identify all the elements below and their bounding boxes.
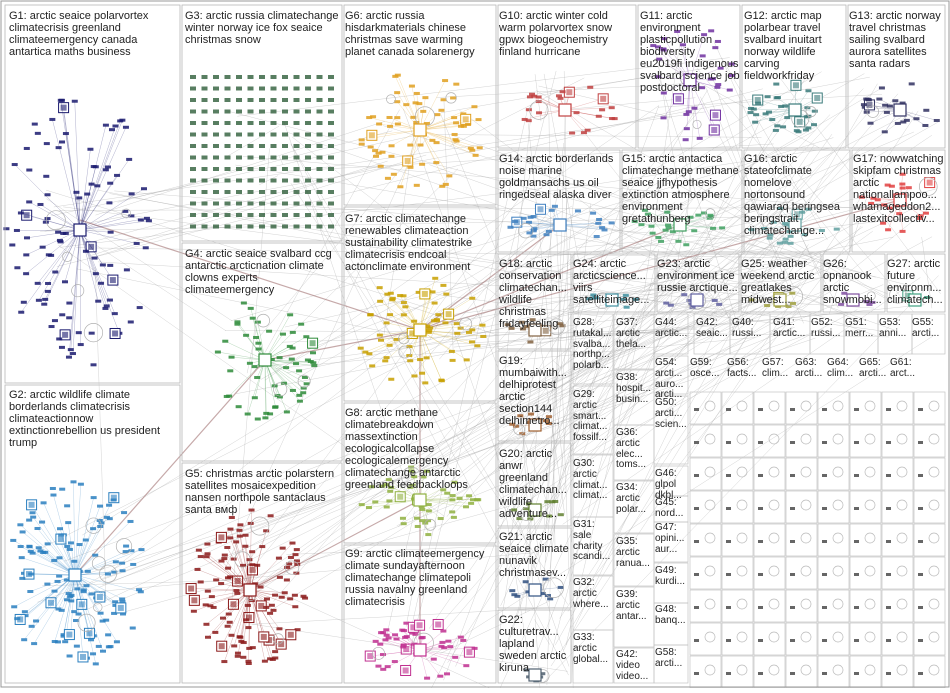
group-label-g29: G29: arctic smart... climat... fossilf..… <box>573 390 613 444</box>
group-label-g54: G54: arcti... auro... arcti... <box>655 358 689 401</box>
group-label-g51: G51: merr... <box>845 318 877 340</box>
group-label-g4: G4: arctic seaice svalbard ccg antarctic… <box>185 248 343 296</box>
group-label-g18: G18: arctic conservation climatechan... … <box>499 258 569 330</box>
group-label-g38: G38: hospit... busin... <box>616 373 652 405</box>
group-label-g42a: G42: seaic... <box>696 318 730 340</box>
group-label-g30: G30: arctic climat... climat... <box>573 459 613 502</box>
group-label-g36: G36: arctic elec... toms... <box>616 428 652 471</box>
group-label-g28: G28: rutakal... svalba... northp... pola… <box>573 318 613 372</box>
group-label-g65: G65: arcti... <box>859 358 889 380</box>
group-label-g21: G21: arctic seaice climate nunavik chris… <box>499 531 569 579</box>
group-label-g32: G32: arctic where... <box>573 578 613 610</box>
group-label-g19: G19: mumbaiwith... delhiprotest arctic s… <box>499 355 569 427</box>
group-label-g34: G34: arctic polar... <box>616 483 652 515</box>
group-label-g42b: G42: video video... <box>616 650 652 682</box>
group-label-g48: G48: banq... <box>655 605 689 627</box>
group-label-g15: G15: arctic antactica climatechange meth… <box>622 153 740 225</box>
group-label-g3: G3: arctic russia climatechange winter n… <box>185 10 343 46</box>
group-label-g22: G22: culturetrav... lapland sweden arcti… <box>499 614 569 674</box>
group-label-g12: G12: arctic map polarbear travel svalbar… <box>744 10 844 82</box>
group-label-g41: G41: arctic... <box>773 318 811 340</box>
group-label-g55: G55: arcti... <box>912 318 946 340</box>
group-label-g31: G31: sale charity scandi... <box>573 520 613 563</box>
group-label-g24: G24: arctic arcticscience... viirs satel… <box>573 258 655 306</box>
group-label-g45: G45: nord... <box>655 498 689 520</box>
group-label-g64: G64: clim... <box>827 358 857 380</box>
group-label-g58: G58: arcti... <box>655 648 689 670</box>
group-label-g6: G6: arctic russia hisdarkmaterials chine… <box>345 10 495 58</box>
group-label-g17: G17: nowwatching skipfam christmas arcti… <box>853 153 945 225</box>
group-label-g61: G61: arct... <box>890 358 920 380</box>
group-label-g44: G44: arctic... <box>655 318 693 340</box>
group-label-g11: G11: arctic environment plasticpollution… <box>640 10 740 94</box>
group-label-g39: G39: arctic antar... <box>616 590 652 622</box>
group-label-g63: G63: arcti... <box>795 358 825 380</box>
group-label-g49: G49: kurdi... <box>655 566 689 588</box>
group-label-g52: G52: russi... <box>811 318 845 340</box>
group-label-g40: G40: russi... <box>732 318 770 340</box>
group-label-g1: G1: arctic seaice polarvortex climatecri… <box>9 10 179 58</box>
group-label-g10: G10: arctic winter cold warm polarvortex… <box>499 10 635 58</box>
group-label-g47: G47: opini... aur... <box>655 523 689 555</box>
group-label-g8: G8: arctic methane climatebreakdown mass… <box>345 407 495 491</box>
group-label-g23: G23: arctic environment ice russie arcti… <box>657 258 739 294</box>
group-label-g9: G9: arctic climateemergency climate sund… <box>345 548 495 608</box>
group-label-g59: G59: osce... <box>690 358 724 380</box>
group-label-g2: G2: arctic wildlife climate borderlands … <box>9 389 179 449</box>
group-label-g25: G25: weather weekend arctic greatlakes m… <box>741 258 821 306</box>
group-label-g13: G13: arctic norway travel christmas sail… <box>849 10 945 70</box>
group-label-g16: G16: arctic stateofclimate nomelove nort… <box>744 153 846 237</box>
group-label-g27: G27: arctic future environm... climatech… <box>887 258 947 306</box>
group-label-g56: G56: facts... <box>727 358 761 380</box>
group-label-g46: G46: glpol dkbl... <box>655 469 689 501</box>
group-label-g20: G20: arctic anwr greenland climatechan..… <box>499 448 569 520</box>
group-label-g37: G37: arctic thela... <box>616 318 652 350</box>
group-label-g53: G53: anni... <box>879 318 911 340</box>
group-label-g14: G14: arctic borderlands noise marine gol… <box>499 153 619 201</box>
group-label-g35: G35: arctic ranua... <box>616 537 652 569</box>
group-label-g26: G26: opnanook arctic snowmobi... <box>823 258 881 306</box>
group-label-g50: G50: arcti... scien... <box>655 398 689 430</box>
group-label-g33: G33: arctic global... <box>573 633 613 665</box>
group-label-g7: G7: arctic climatechange renewables clim… <box>345 213 495 273</box>
group-label-g5: G5: christmas arctic polarstern satellit… <box>185 468 343 516</box>
group-label-g57: G57: clim... <box>762 358 792 380</box>
